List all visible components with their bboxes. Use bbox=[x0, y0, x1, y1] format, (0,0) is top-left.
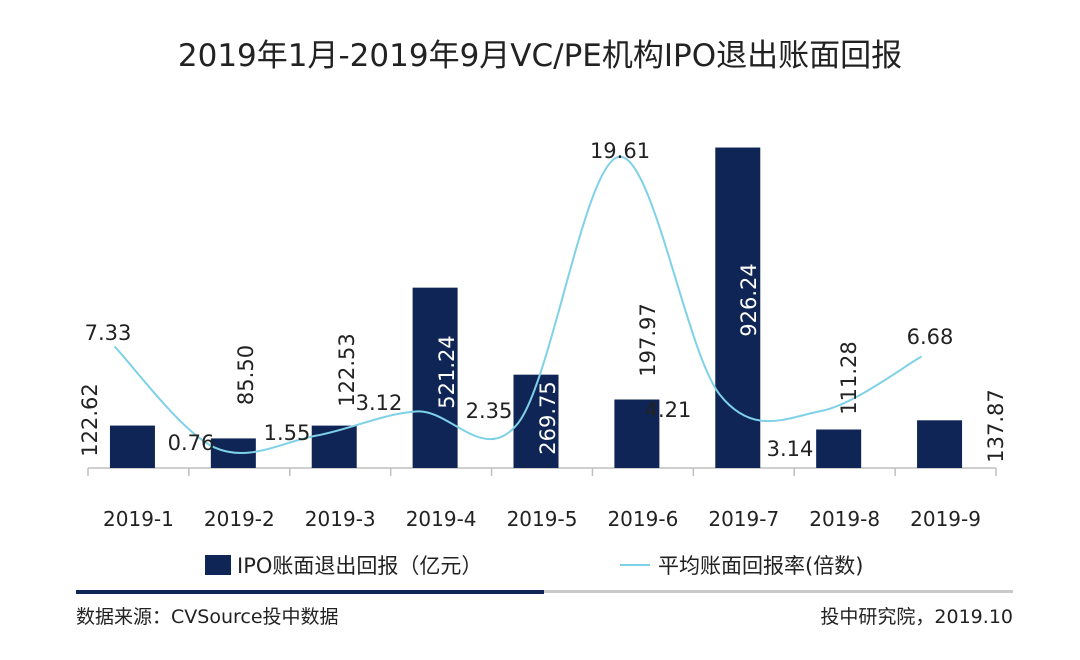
footer-divider bbox=[76, 590, 1013, 593]
bar-value-label: 197.97 bbox=[636, 303, 660, 376]
x-tick-label: 2019-9 bbox=[910, 507, 981, 531]
bar-2019-9 bbox=[917, 420, 963, 468]
line-value-label: 4.21 bbox=[645, 398, 692, 422]
chart-title: 2019年1月-2019年9月VC/PE机构IPO退出账面回报 bbox=[177, 38, 903, 74]
legend-label-bars: IPO账面退出回报（亿元） bbox=[237, 554, 483, 578]
line-value-label: 6.68 bbox=[907, 325, 954, 349]
bar-value-label: 269.75 bbox=[536, 381, 560, 454]
x-tick-label: 2019-1 bbox=[103, 507, 174, 531]
x-tick-label: 2019-6 bbox=[607, 507, 678, 531]
line-avg-return bbox=[113, 155, 923, 455]
legend-item-bars: IPO账面退出回报（亿元） bbox=[205, 550, 482, 580]
chart-canvas: 2019-1 2019-2 2019-3 2019-4 2019-5 2019-6 2019… bbox=[78, 139, 1008, 531]
line-value-label: 3.12 bbox=[356, 391, 403, 415]
bar-2019-5 bbox=[513, 374, 559, 468]
bar-value-label: 122.62 bbox=[78, 383, 102, 456]
line-value-label: 2.35 bbox=[466, 399, 513, 423]
line-value-label: 7.33 bbox=[85, 321, 132, 345]
bar-2019-1 bbox=[109, 425, 155, 468]
bar-2019-8 bbox=[816, 429, 862, 468]
bar-2019-6 bbox=[614, 399, 660, 468]
x-tick-label: 2019-3 bbox=[305, 507, 376, 531]
bar-value-label: 111.28 bbox=[837, 341, 861, 414]
bar-value-label: 521.24 bbox=[435, 335, 459, 408]
bar-value-label: 926.24 bbox=[737, 263, 761, 336]
x-tick-label: 2019-4 bbox=[406, 507, 477, 531]
source-note: 数据来源：CVSource投中数据 bbox=[76, 606, 339, 628]
bar-value-label: 137.87 bbox=[984, 389, 1008, 462]
line-value-label: 3.14 bbox=[767, 437, 814, 461]
line-value-label: 19.61 bbox=[590, 139, 650, 163]
x-tick-label: 2019-8 bbox=[809, 507, 880, 531]
x-tick-label: 2019-7 bbox=[708, 507, 779, 531]
x-tick-label: 2019-2 bbox=[204, 507, 275, 531]
bar-2019-3 bbox=[311, 425, 357, 468]
bar-value-label: 122.53 bbox=[335, 333, 359, 406]
legend-swatch-line bbox=[620, 564, 650, 566]
legend: IPO账面退出回报（亿元） 平均账面回报率(倍数) bbox=[0, 548, 1080, 584]
legend-item-line: 平均账面回报率(倍数) bbox=[620, 550, 863, 580]
bar-value-label: 85.50 bbox=[234, 345, 258, 405]
x-tick-label: 2019-5 bbox=[507, 507, 578, 531]
legend-label-line: 平均账面回报率(倍数) bbox=[658, 554, 864, 578]
line-value-label: 0.76 bbox=[168, 431, 215, 455]
line-value-label: 1.55 bbox=[264, 421, 311, 445]
legend-swatch-bars bbox=[205, 555, 231, 575]
credit-note: 投中研究院，2019.10 bbox=[820, 606, 1013, 628]
footer-divider-accent bbox=[76, 590, 544, 594]
bar-2019-7 bbox=[715, 147, 761, 468]
bar-2019-4 bbox=[412, 287, 458, 468]
